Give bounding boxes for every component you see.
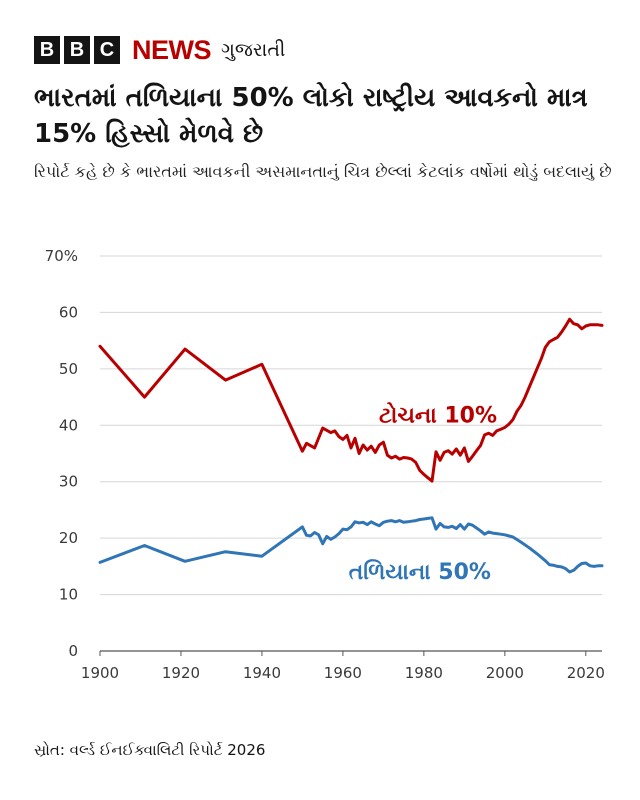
y-tick-label: 60	[59, 303, 78, 321]
bottom-50-percent-label: તળિયાના 50%	[349, 559, 491, 585]
y-tick-label: 20	[59, 529, 78, 547]
grid-layer	[99, 255, 602, 656]
y-tick-label: 0	[68, 642, 78, 660]
language-label: ગુજરાતી	[221, 39, 286, 61]
y-tick-label: 70%	[45, 247, 78, 265]
top-10-percent-label: ટોચના 10%	[379, 401, 497, 428]
chart-title: ભારતમાં તળિયાના 50% લોકો રાષ્ટ્રીય આવકનો…	[34, 83, 588, 149]
bottom-50-percent-line	[98, 516, 604, 574]
x-tick-label: 1920	[162, 664, 200, 682]
line-layer	[98, 317, 604, 574]
x-tick-label: 1940	[243, 664, 281, 682]
bbc-letter-b2: B	[64, 36, 90, 64]
bbc-letter-b1: B	[34, 36, 60, 64]
y-tick-label: 30	[59, 473, 78, 491]
y-tick-label: 10	[59, 586, 78, 604]
x-tick-label: 2020	[567, 664, 605, 682]
y-tick-label: 50	[59, 360, 78, 378]
top-10-percent-line	[98, 317, 604, 483]
source-note: સ્રોત: વર્લ્ડ ઈનઈક્વાલિટી રિપોર્ટ 2026	[34, 741, 266, 759]
label-layer: 0 10 20 30 40 50 60 70% 1900 1920 1940 1960 1980 2000…	[45, 247, 605, 682]
y-tick-label: 40	[59, 416, 78, 434]
news-wordmark: NEWS	[132, 35, 212, 65]
x-tick-label: 1900	[81, 664, 119, 682]
x-tick-label: 2000	[486, 664, 524, 682]
chart-subtitle: રિપોર્ટ કહે છે કે ભારતમાં આવકની અસમાનતાન…	[34, 162, 612, 181]
bbc-news-logo: B B C NEWS ગુજરાતી	[34, 36, 285, 64]
bbc-letter-c: C	[94, 36, 120, 64]
x-tick-label: 1980	[405, 664, 443, 682]
x-tick-label: 1960	[324, 664, 362, 682]
